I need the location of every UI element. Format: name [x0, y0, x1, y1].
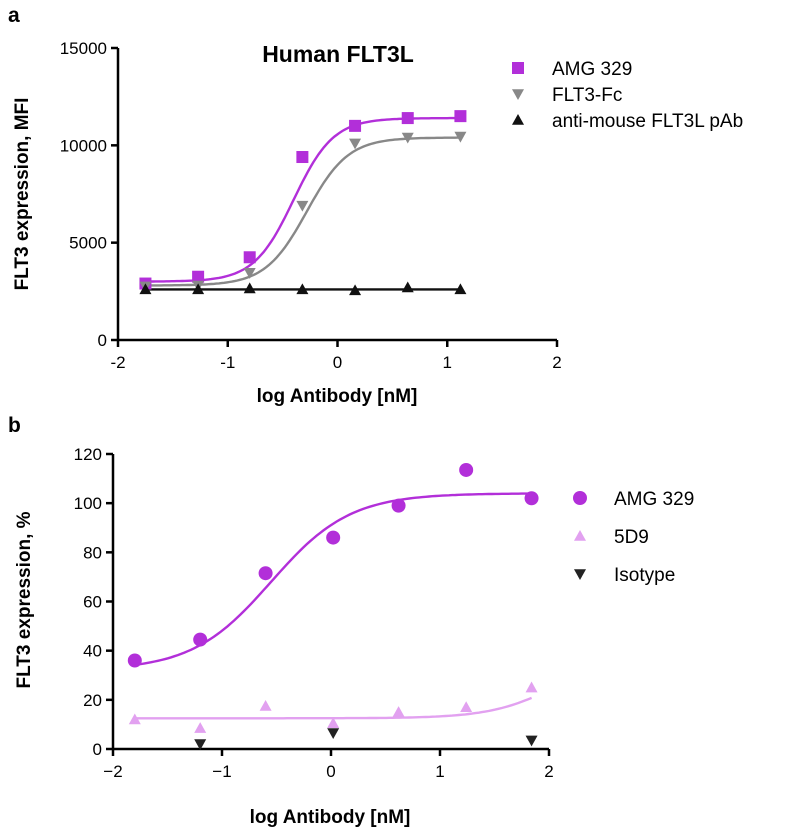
- legend-marker: [574, 530, 586, 541]
- data-point: [391, 498, 406, 513]
- data-point: [243, 268, 256, 279]
- data-point: [349, 138, 362, 150]
- y-tick-label: 20: [83, 691, 102, 710]
- data-point: [454, 131, 467, 143]
- data-point: [194, 722, 207, 733]
- panel-b-x-axis-label: log Antibody [nM]: [250, 807, 411, 828]
- panel-a-x-axis-label: log Antibody [nM]: [257, 386, 418, 407]
- x-tick-label: 1: [443, 353, 452, 372]
- y-tick-label: 60: [83, 593, 102, 612]
- legend-marker: [512, 89, 524, 100]
- data-point: [192, 270, 205, 283]
- data-point: [326, 530, 341, 545]
- data-point: [401, 132, 414, 144]
- y-tick-label: 100: [74, 494, 102, 513]
- data-point: [525, 681, 538, 693]
- data-point: [259, 699, 272, 711]
- legend-label: FLT3-Fc: [552, 85, 622, 106]
- data-point: [243, 282, 256, 294]
- data-point: [258, 566, 273, 581]
- legend-label: anti-mouse FLT3L pAb: [552, 111, 743, 132]
- legend-label: AMG 329: [552, 59, 632, 80]
- data-point: [139, 283, 152, 295]
- data-point: [193, 632, 208, 647]
- x-tick-label: −2: [103, 762, 122, 781]
- x-tick-label: 2: [544, 762, 553, 781]
- y-tick-label: 0: [98, 331, 107, 350]
- fit-curve: [134, 696, 533, 720]
- y-tick-label: 40: [83, 642, 102, 661]
- data-point: [459, 462, 474, 477]
- data-point: [192, 283, 205, 295]
- data-point: [327, 717, 340, 728]
- data-point: [460, 701, 473, 713]
- y-tick-label: 15000: [60, 39, 107, 58]
- panel-a-ticks: -2 -1 0 1 2 0 5000 10000 15000: [60, 39, 562, 372]
- data-point: [349, 284, 362, 296]
- data-point: [525, 735, 538, 747]
- panel-a-label: a: [8, 4, 20, 27]
- panel-a-legend: AMG 329 FLT3-Fc anti-mouse FLT3L pAb: [512, 59, 743, 132]
- data-point: [127, 653, 142, 668]
- data-point: [454, 283, 467, 295]
- panel-b-fit-curves: [134, 492, 533, 720]
- panel-a-title: Human FLT3L: [262, 41, 414, 67]
- panel-b-label: b: [8, 414, 21, 437]
- panel-b-data-points: [127, 462, 539, 751]
- x-tick-label: −1: [212, 762, 231, 781]
- legend-marker: [573, 491, 587, 505]
- legend-label: 5D9: [614, 527, 649, 548]
- panel-b-y-axis-label: FLT3 expression, %: [14, 511, 35, 688]
- data-point: [454, 110, 467, 123]
- x-tick-label: 0: [326, 762, 335, 781]
- panel-a-data-points: [139, 110, 467, 296]
- panel-a-chart: a Human FLT3L -2 -1 0 1 2 0 5000 10000 15000 log…: [8, 4, 743, 407]
- x-tick-label: 1: [435, 762, 444, 781]
- data-point: [524, 491, 539, 506]
- data-point: [296, 151, 309, 164]
- data-point: [401, 112, 414, 125]
- panel-a-y-axis-label: FLT3 expression, MFI: [12, 98, 33, 291]
- data-point: [349, 119, 362, 132]
- y-tick-label: 120: [74, 445, 102, 464]
- data-point: [296, 200, 309, 212]
- legend-marker: [574, 569, 586, 580]
- y-tick-label: 5000: [69, 234, 107, 253]
- data-point: [296, 283, 309, 295]
- legend-marker: [512, 62, 524, 74]
- x-tick-label: -2: [110, 353, 125, 372]
- x-tick-label: 2: [552, 353, 561, 372]
- data-point: [392, 706, 405, 717]
- y-tick-label: 10000: [60, 136, 107, 155]
- data-point: [243, 251, 256, 264]
- legend-marker: [512, 114, 524, 125]
- y-tick-label: 80: [83, 543, 102, 562]
- x-tick-label: 0: [333, 353, 342, 372]
- fit-curve: [145, 116, 461, 283]
- data-point: [194, 739, 207, 751]
- y-tick-label: 0: [93, 740, 102, 759]
- panel-b-legend: AMG 329 5D9 Isotype: [573, 489, 694, 586]
- legend-label: Isotype: [614, 565, 675, 586]
- data-point: [401, 281, 414, 293]
- data-point: [327, 728, 340, 740]
- legend-label: AMG 329: [614, 489, 694, 510]
- data-point: [128, 713, 141, 725]
- x-tick-label: -1: [220, 353, 235, 372]
